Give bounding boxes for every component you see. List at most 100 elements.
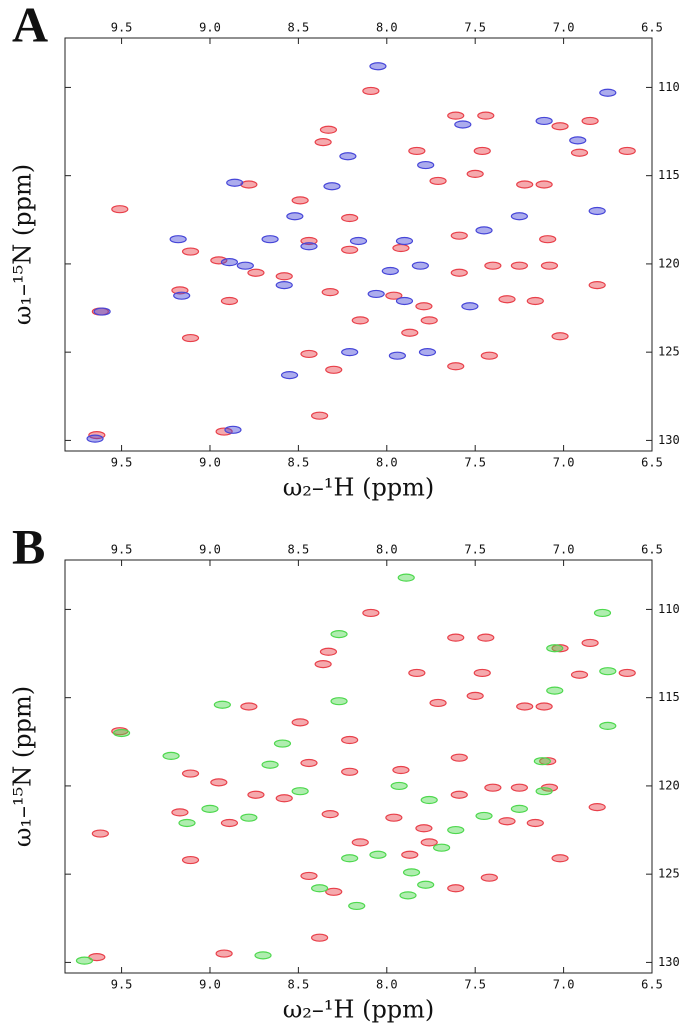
peak (224, 425, 242, 434)
peak (510, 783, 528, 792)
peak (588, 280, 606, 290)
peak (388, 351, 406, 360)
peak (75, 956, 94, 965)
peak (392, 243, 410, 253)
peak (420, 795, 438, 805)
peak (473, 668, 491, 678)
y-tick-label: 110 (658, 602, 680, 616)
peak (215, 427, 233, 436)
peak (473, 146, 491, 156)
y-tick-label: 130 (658, 433, 680, 447)
peak (551, 122, 569, 131)
y-tick-label: 115 (658, 690, 680, 704)
peak (447, 362, 465, 371)
peak (369, 850, 387, 859)
x-tick-label: 9.5 (111, 456, 133, 470)
peak (510, 261, 528, 270)
x-tick-label: 7.0 (553, 21, 575, 35)
peak (319, 125, 338, 134)
peak (236, 261, 254, 270)
peak (408, 668, 426, 678)
peak (362, 86, 380, 96)
peak (325, 887, 343, 896)
peak (480, 351, 498, 360)
peak (181, 247, 200, 256)
peak (417, 160, 435, 170)
peak (341, 854, 359, 863)
y-tick-label: 125 (658, 345, 680, 359)
peak (417, 880, 435, 889)
peak (86, 434, 104, 443)
peak (181, 769, 200, 778)
peak (210, 778, 228, 787)
peak (381, 266, 399, 276)
peak (450, 231, 468, 240)
peak (341, 245, 359, 254)
x-tick-label: 6.5 (641, 543, 663, 557)
peak (599, 721, 617, 731)
peak (390, 781, 408, 791)
peak (461, 302, 479, 311)
peak (516, 180, 534, 189)
x-tick-label: 7.5 (464, 978, 486, 992)
peak (339, 152, 357, 161)
peak (411, 261, 429, 270)
peak (173, 291, 191, 300)
peak (526, 296, 544, 306)
peak (348, 901, 366, 911)
peak (319, 647, 338, 656)
y-tick-label: 115 (658, 168, 680, 182)
plot-frame (64, 37, 653, 452)
peak (535, 116, 553, 126)
x-tick-label: 6.5 (641, 21, 663, 35)
peak (551, 644, 569, 653)
peak (220, 818, 239, 828)
peak (171, 808, 189, 817)
x-tick-label: 9.0 (199, 21, 221, 35)
peak (402, 868, 421, 877)
peak (351, 838, 369, 847)
y-tick-label: 125 (658, 867, 680, 881)
peak (112, 728, 131, 738)
peak (401, 850, 419, 859)
peak (447, 825, 465, 835)
peak (415, 302, 433, 311)
x-tick-label: 6.5 (641, 456, 663, 470)
peak (275, 272, 293, 281)
peak (539, 235, 557, 244)
peak (420, 838, 438, 847)
panel-label: A (12, 0, 48, 52)
y-tick-label: 130 (658, 955, 680, 969)
peak (169, 235, 187, 244)
peak (395, 236, 414, 246)
peak (93, 307, 111, 316)
peak (286, 212, 304, 221)
peak (300, 871, 318, 881)
peak (581, 116, 599, 126)
peak (599, 667, 617, 676)
peak (314, 138, 332, 147)
peak (510, 804, 528, 813)
peak (220, 296, 239, 306)
peak (341, 348, 359, 357)
peak (432, 843, 451, 852)
peak (300, 758, 318, 768)
peak (181, 855, 200, 865)
y-axis-title: ω₁–¹⁵N (ppm) (9, 164, 37, 325)
x-tick-label: 9.5 (111, 21, 133, 35)
peak (397, 573, 415, 582)
peak (240, 180, 258, 189)
peak (291, 718, 309, 727)
x-axis-title: ω₂–¹H (ppm) (283, 996, 435, 1024)
y-tick-label: 110 (658, 80, 680, 94)
peak (551, 332, 569, 341)
peak (599, 88, 617, 97)
peak (367, 289, 385, 299)
peak (369, 62, 387, 71)
x-tick-label: 7.0 (553, 978, 575, 992)
peak (498, 295, 516, 304)
peak (535, 702, 553, 711)
x-tick-label: 8.0 (376, 978, 398, 992)
peak (321, 288, 339, 297)
peak (162, 751, 180, 761)
